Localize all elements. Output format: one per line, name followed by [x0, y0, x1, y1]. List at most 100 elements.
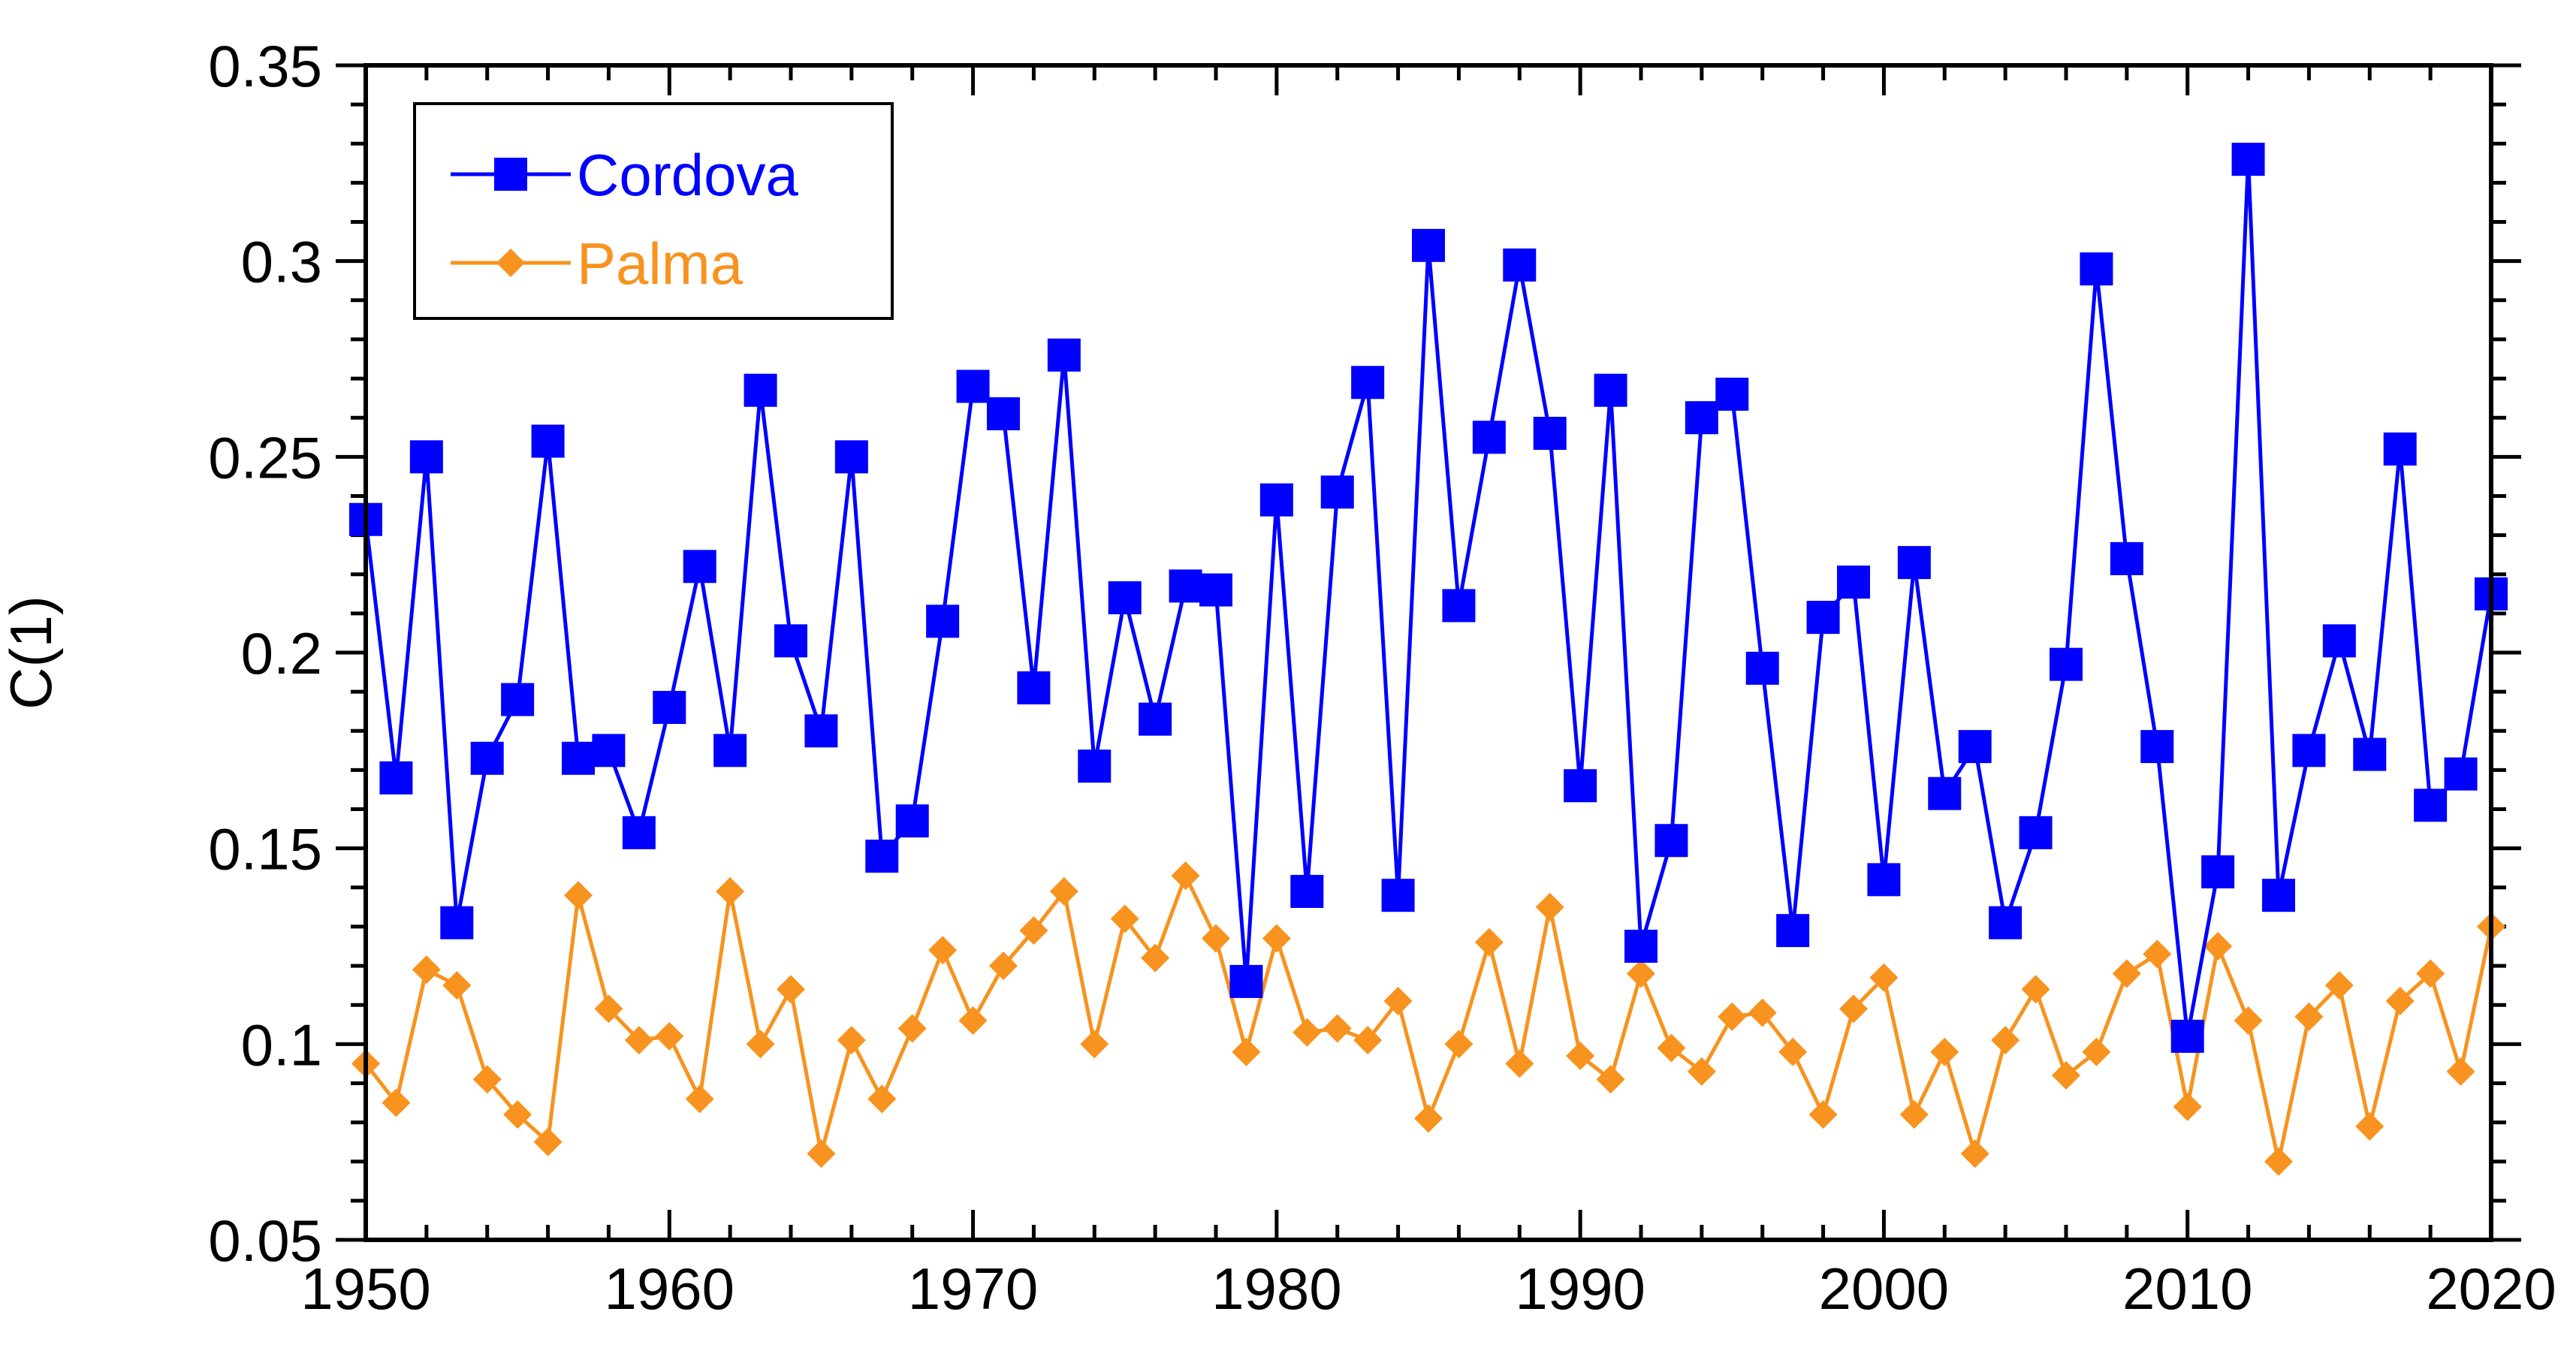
- cordova-point: [1776, 914, 1810, 948]
- legend-entry-palma: Palma: [451, 231, 744, 297]
- cordova-point: [2080, 252, 2113, 286]
- palma-point: [1869, 963, 1899, 992]
- cordova-point: [2383, 432, 2417, 466]
- y-tick-label: 0.1: [241, 1012, 322, 1078]
- cordova-point: [1806, 601, 1840, 635]
- palma-point: [1687, 1057, 1716, 1086]
- cordova-point: [1928, 777, 1962, 810]
- palma-point: [1566, 1041, 1595, 1070]
- cordova-point: [1685, 401, 1718, 435]
- cordova-point: [1867, 863, 1901, 897]
- cordova-point: [1624, 930, 1658, 963]
- palma-point: [2446, 1057, 2475, 1086]
- series-layer: [349, 143, 2508, 1176]
- cordova-point: [1472, 421, 1506, 454]
- palma-point: [1353, 1026, 1383, 1055]
- x-axis-tick-labels: 1950 1960 1970 1980 1990 2000 2010 2020: [300, 1256, 2556, 1322]
- cordova-point: [2201, 855, 2235, 888]
- cordova-point: [1442, 589, 1476, 623]
- cordova-point: [1745, 651, 1779, 685]
- cordova-point: [1958, 730, 1992, 764]
- cordova-point: [2322, 624, 2356, 658]
- cordova-point: [2110, 541, 2143, 575]
- cordova-point: [409, 440, 443, 474]
- cordova-point: [1654, 824, 1688, 858]
- cordova-point: [2444, 757, 2478, 791]
- palma-point: [2355, 1111, 2384, 1141]
- cordova-point: [562, 741, 595, 775]
- cordova-point: [592, 734, 626, 767]
- palma-point: [2112, 959, 2141, 988]
- y-axis-tick-labels: 0.05 0.1 0.15 0.2 0.25 0.3 0.35: [208, 33, 322, 1274]
- cordova-point: [1017, 671, 1051, 704]
- x-tick-label: 1990: [1515, 1256, 1645, 1322]
- y-axis-ticks: [336, 63, 2521, 1242]
- palma-point: [564, 881, 593, 910]
- cordova-point: [744, 373, 777, 407]
- cordova-point: [774, 624, 807, 658]
- cordova-point: [1837, 565, 1870, 599]
- legend: Cordova Palma: [413, 102, 894, 320]
- cordova-point: [895, 804, 929, 838]
- palma-point: [1839, 994, 1868, 1024]
- palma-point: [1414, 1104, 1443, 1133]
- y-tick-label: 0.05: [208, 1208, 322, 1274]
- palma-point: [1171, 861, 1200, 891]
- cordova-point: [1989, 906, 2022, 939]
- legend-label-palma: Palma: [577, 231, 744, 297]
- legend-marker-cordova: [494, 158, 527, 191]
- cordova-point: [653, 690, 686, 724]
- palma-point: [1748, 998, 1777, 1027]
- palma-point: [1960, 1139, 1989, 1169]
- palma-point: [2416, 959, 2445, 988]
- palma-point: [472, 1065, 502, 1094]
- cordova-point: [379, 761, 413, 795]
- palma-point: [1991, 1026, 2020, 1055]
- palma-point: [382, 1088, 411, 1117]
- palma-point: [716, 877, 745, 906]
- cordova-point: [1351, 366, 1385, 400]
- palma-point: [1080, 1030, 1109, 1059]
- legend-label-cordova: Cordova: [577, 142, 798, 208]
- plot-frame: [363, 63, 2493, 1242]
- x-axis-ticks: [363, 65, 2493, 1240]
- x-tick-label: 1950: [300, 1256, 431, 1322]
- palma-point: [2385, 986, 2415, 1015]
- palma-point: [1808, 1100, 1838, 1129]
- palma-point: [685, 1084, 714, 1114]
- cordova-point: [2019, 816, 2053, 849]
- palma-point: [2234, 1006, 2263, 1036]
- palma-point: [1627, 959, 1655, 988]
- cordova-point: [2140, 730, 2174, 764]
- x-tick-label: 1980: [1211, 1256, 1342, 1322]
- cordova-point: [440, 906, 474, 939]
- cordova-point: [956, 369, 990, 403]
- cordova-point: [2050, 647, 2083, 681]
- cordova-point: [1108, 581, 1142, 615]
- palma-point: [2203, 932, 2233, 960]
- palma-point: [1505, 1049, 1534, 1078]
- x-tick-label: 1970: [908, 1256, 1039, 1322]
- palma-point: [989, 951, 1018, 981]
- palma-point: [1657, 1033, 1686, 1063]
- legend-entries: Cordova Palma: [451, 142, 798, 297]
- palma-point: [503, 1100, 532, 1129]
- cordova-point: [926, 605, 960, 638]
- palma-point: [1019, 916, 1048, 945]
- cordova-point: [1533, 417, 1567, 451]
- palma-point: [777, 975, 805, 1004]
- x-tick-label: 2010: [2122, 1256, 2253, 1322]
- cordova-point: [1564, 769, 1597, 803]
- palma-point: [594, 994, 623, 1024]
- cordova-point: [2170, 1019, 2204, 1053]
- cordova-point: [2262, 879, 2295, 912]
- palma-point: [1110, 904, 1139, 933]
- y-tick-label: 0.3: [241, 229, 322, 295]
- palma-point: [1141, 943, 1170, 973]
- palma-point: [1383, 986, 1413, 1015]
- legend-entry-cordova: Cordova: [451, 142, 798, 208]
- cordova-point: [1199, 573, 1232, 607]
- palma-point: [746, 1030, 775, 1059]
- cordova-point: [1229, 964, 1263, 998]
